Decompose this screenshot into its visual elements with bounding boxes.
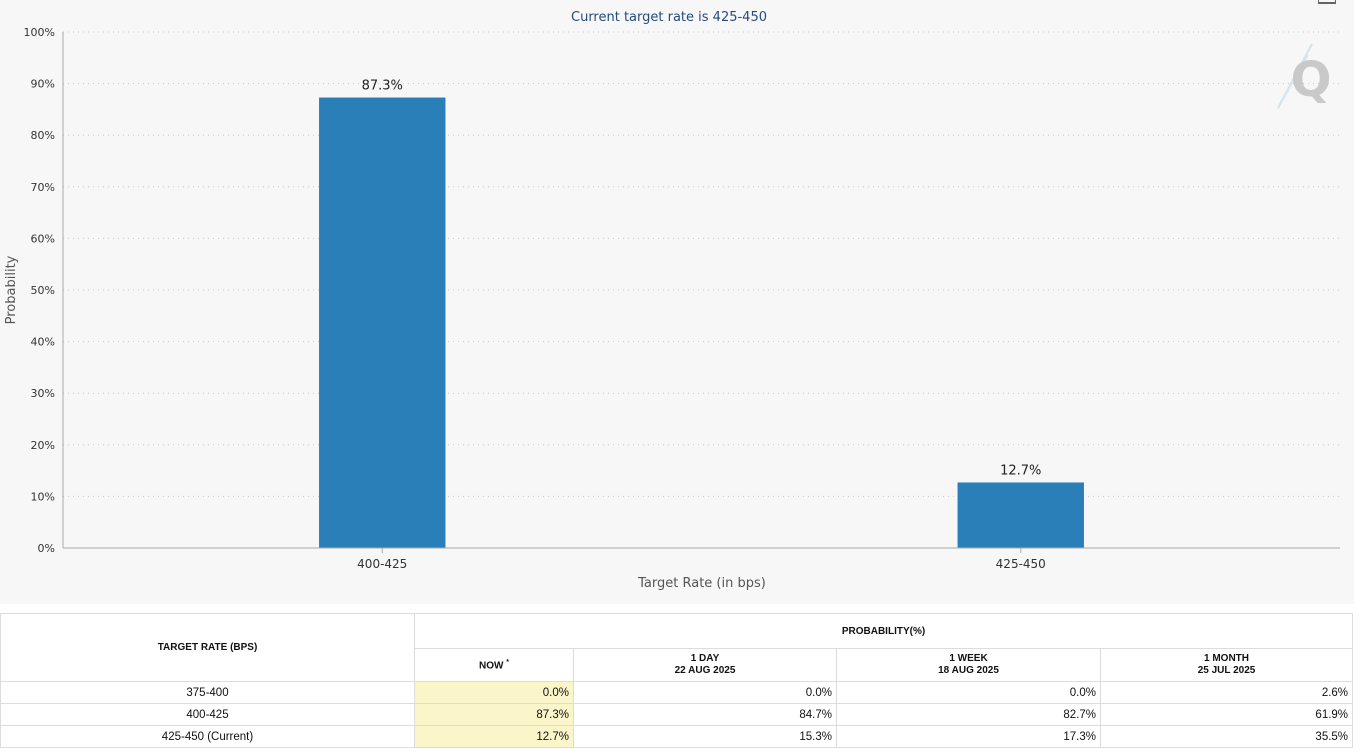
grid-lines — [63, 31, 1340, 497]
rate-cell: 400-425 — [0, 703, 415, 726]
now-cell: 87.3% — [414, 703, 574, 726]
y-tick-label: 60% — [31, 232, 55, 245]
day-cell: 15.3% — [573, 725, 837, 748]
month-cell: 2.6% — [1099, 681, 1354, 704]
x-axis-title: Target Rate (in bps) — [637, 576, 766, 591]
y-tick-label: 80% — [31, 129, 55, 142]
y-tick-label: 30% — [31, 387, 55, 400]
month-cell: 61.9% — [1099, 703, 1354, 726]
header-1-day: 1 DAY 22 AUG 2025 — [573, 648, 837, 682]
y-axis-ticks: 0% 10% 20% 30% 40% 50% 60% 70% 80% 90% 100% — [24, 26, 55, 555]
header-probability-group: PROBABILITY(%) — [413, 613, 1354, 649]
y-axis-title: Probability — [4, 255, 19, 324]
chart-menu-icon[interactable] — [1318, 0, 1336, 4]
y-tick-label: 70% — [31, 181, 55, 194]
chart-area: Current target rate is 425-450 0% 10% 20% 3… — [4, 0, 1340, 591]
y-tick-label: 100% — [24, 26, 55, 39]
x-tick-label: 400-425 — [357, 557, 407, 571]
now-cell: 12.7% — [414, 725, 574, 748]
now-cell: 0.0% — [414, 681, 574, 704]
rate-cell: 425-450 (Current) — [0, 725, 415, 748]
header-now: NOW * — [414, 648, 574, 682]
table-row: 375-400 0.0% 0.0% 0.0% 2.6% — [0, 681, 1354, 704]
bar — [957, 482, 1084, 548]
y-tick-label: 40% — [31, 336, 55, 349]
data-label: 87.3% — [362, 79, 403, 94]
quikstrike-q-logo: Q — [1277, 43, 1332, 109]
day-cell: 84.7% — [573, 703, 837, 726]
y-tick-label: 10% — [31, 490, 55, 503]
day-cell: 0.0% — [573, 681, 837, 704]
y-tick-label: 0% — [38, 542, 55, 555]
y-tick-label: 50% — [31, 284, 55, 297]
data-label: 12.7% — [1000, 463, 1041, 478]
x-axis-ticks: 400-425 425-450 — [357, 548, 1046, 571]
header-1-month: 1 MONTH 25 JUL 2025 — [1099, 648, 1354, 682]
y-tick-label: 20% — [31, 439, 55, 452]
probability-table: TARGET RATE (BPS) PROBABILITY(%) NOW * 1… — [0, 613, 1354, 748]
bar — [319, 97, 446, 549]
header-target-rate: TARGET RATE (BPS) — [0, 613, 415, 682]
y-tick-label: 90% — [31, 78, 55, 91]
x-tick-label: 425-450 — [996, 557, 1046, 571]
bars — [319, 97, 1084, 549]
bar-chart: Current target rate is 425-450 0% 10% 20% 3… — [4, 10, 1340, 591]
week-cell: 0.0% — [836, 681, 1101, 704]
week-cell: 17.3% — [836, 725, 1101, 748]
month-cell: 35.5% — [1099, 725, 1354, 748]
table-row: 425-450 (Current) 12.7% 15.3% 17.3% 35.5… — [0, 725, 1354, 748]
rate-cell: 375-400 — [0, 681, 415, 704]
header-1-week: 1 WEEK 18 AUG 2025 — [836, 648, 1101, 682]
table-row: 400-425 87.3% 84.7% 82.7% 61.9% — [0, 703, 1354, 726]
svg-text:Q: Q — [1291, 52, 1332, 108]
week-cell: 82.7% — [836, 703, 1101, 726]
data-labels: 87.3% 12.7% — [362, 79, 1042, 479]
chart-title: Current target rate is 425-450 — [571, 10, 767, 25]
